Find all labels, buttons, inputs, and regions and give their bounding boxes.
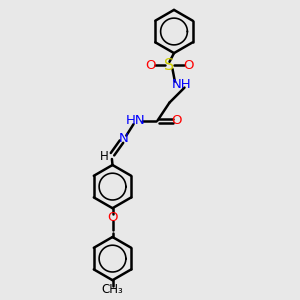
Text: CH₃: CH₃ bbox=[102, 283, 123, 296]
Text: O: O bbox=[146, 59, 156, 72]
Text: HN: HN bbox=[126, 114, 146, 127]
Text: NH: NH bbox=[172, 78, 191, 91]
Text: O: O bbox=[183, 59, 194, 72]
Text: O: O bbox=[171, 114, 181, 127]
Text: S: S bbox=[164, 58, 175, 73]
Text: N: N bbox=[119, 132, 129, 145]
Text: H: H bbox=[100, 150, 109, 163]
Text: O: O bbox=[107, 211, 118, 224]
